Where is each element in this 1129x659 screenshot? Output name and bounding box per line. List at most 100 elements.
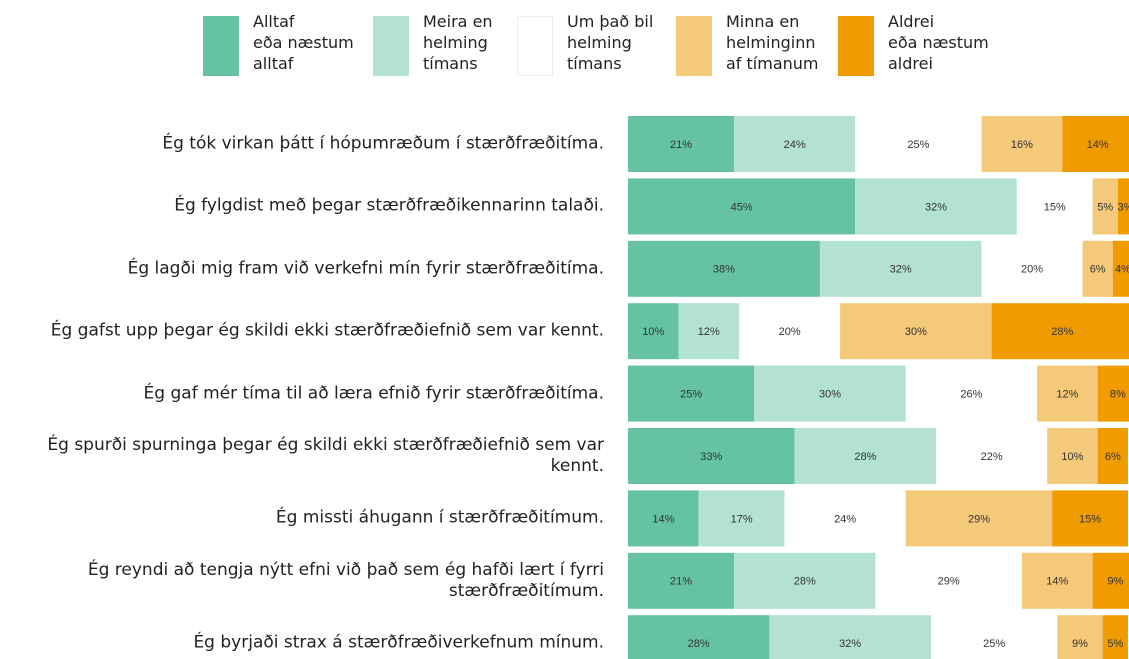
- value-label: 24%: [784, 139, 806, 151]
- bar-segment: [628, 116, 735, 172]
- bar-segment: [734, 552, 876, 609]
- bar-segment: [819, 240, 982, 297]
- value-label: 25%: [680, 389, 702, 401]
- category-label: Ég spurði spurninga þegar ég skildi ekki…: [47, 435, 604, 476]
- value-label: 9%: [1107, 576, 1123, 588]
- value-label: 21%: [670, 576, 692, 588]
- value-label: 3%: [1117, 201, 1129, 213]
- bar-segment: [1021, 552, 1093, 609]
- value-label: 10%: [1061, 451, 1083, 463]
- value-label: 14%: [1087, 139, 1109, 151]
- bar-segment: [678, 303, 740, 360]
- bar-segment: [769, 615, 931, 659]
- legend-swatch: [838, 16, 874, 76]
- value-label: 26%: [960, 389, 982, 401]
- value-label: 28%: [794, 576, 816, 588]
- value-label: 29%: [968, 513, 990, 525]
- legend-label: Alltaf eða næstum alltaf: [253, 12, 354, 73]
- bar-segment: [628, 552, 735, 609]
- bar-segment: [628, 365, 755, 422]
- legend-label: Meira en helming tímans: [423, 12, 493, 73]
- bar-segment: [794, 428, 937, 484]
- category-label: Ég lagði mig fram við verkefni mín fyrir…: [127, 258, 604, 279]
- value-label: 20%: [779, 326, 801, 338]
- value-label: 10%: [642, 326, 664, 338]
- bar-segment: [936, 428, 1048, 484]
- value-label: 9%: [1072, 638, 1088, 650]
- bar-segment: [840, 303, 992, 360]
- value-label: 12%: [1056, 389, 1078, 401]
- value-label: 14%: [1046, 576, 1068, 588]
- value-label: 4%: [1115, 264, 1129, 276]
- value-label: 5%: [1107, 638, 1123, 650]
- value-label: 29%: [938, 576, 960, 588]
- value-label: 6%: [1105, 451, 1121, 463]
- legend-swatch: [517, 16, 553, 76]
- legend-label: Aldrei eða næstum aldrei: [888, 12, 989, 73]
- value-label: 12%: [698, 326, 720, 338]
- value-label: 25%: [983, 638, 1005, 650]
- bar-segment: [1052, 490, 1128, 547]
- bar-segment: [981, 240, 1083, 297]
- bar-segment: [739, 303, 841, 360]
- bar-segment: [734, 116, 856, 172]
- bar-segment: [698, 490, 785, 547]
- bar-segment: [1057, 615, 1103, 659]
- category-label: Ég fylgdist með þegar stærðfræðikennarin…: [174, 195, 604, 216]
- bar-segment: [1092, 178, 1118, 235]
- bar-segment: [855, 178, 1017, 235]
- bar-segment: [784, 490, 906, 547]
- category-label: Ég tók virkan þátt í hópumræðum í stærðf…: [162, 133, 604, 154]
- category-label: Ég missti áhugann í stærðfræðitímum.: [275, 507, 604, 528]
- bar-segment: [1037, 365, 1098, 422]
- value-label: 45%: [731, 201, 753, 213]
- bar-segment: [1092, 552, 1129, 609]
- legend-label: Um það bil helming tímans: [567, 12, 654, 73]
- bar-segment: [981, 116, 1063, 172]
- value-label: 14%: [652, 513, 674, 525]
- value-label: 15%: [1079, 513, 1101, 525]
- value-label: 17%: [731, 513, 753, 525]
- bar-segment: [628, 303, 679, 360]
- category-label: Ég gaf mér tíma til að læra efnið fyrir …: [143, 383, 604, 404]
- value-label: 28%: [1051, 326, 1073, 338]
- value-label: 28%: [688, 638, 710, 650]
- bar-segment: [875, 552, 1022, 609]
- bar-segment: [628, 428, 795, 484]
- legend-label: Minna en helminginn af tímanum: [726, 12, 819, 73]
- bar-segment: [905, 365, 1038, 422]
- bar-segment: [855, 116, 982, 172]
- value-label: 20%: [1021, 264, 1043, 276]
- category-label: Ég reyndi að tengja nýtt efni við það se…: [87, 559, 604, 601]
- bar-segment: [905, 490, 1053, 547]
- value-label: 24%: [834, 513, 856, 525]
- legend-swatch: [203, 16, 239, 76]
- value-label: 38%: [713, 264, 735, 276]
- bar-segment: [754, 365, 906, 422]
- value-label: 6%: [1090, 264, 1106, 276]
- value-label: 21%: [670, 139, 692, 151]
- bar-segment: [1082, 240, 1113, 297]
- bar-segment: [628, 240, 820, 297]
- value-label: 5%: [1097, 201, 1113, 213]
- bar-segment: [1102, 615, 1128, 659]
- bar-segment: [1097, 428, 1128, 484]
- value-label: 32%: [925, 201, 947, 213]
- value-label: 32%: [890, 264, 912, 276]
- value-label: 33%: [700, 451, 722, 463]
- value-label: 22%: [981, 451, 1003, 463]
- value-label: 30%: [819, 389, 841, 401]
- bar-segment: [628, 615, 770, 659]
- bar-segment: [1117, 178, 1129, 235]
- bar-segment: [1112, 240, 1129, 297]
- value-label: 32%: [839, 638, 861, 650]
- value-label: 28%: [854, 451, 876, 463]
- value-label: 30%: [905, 326, 927, 338]
- bar-segment: [931, 615, 1058, 659]
- value-label: 16%: [1011, 139, 1033, 151]
- bar-segment: [628, 490, 699, 547]
- value-label: 15%: [1044, 201, 1066, 213]
- category-label: Ég gafst upp þegar ég skildi ekki stærðf…: [50, 320, 604, 341]
